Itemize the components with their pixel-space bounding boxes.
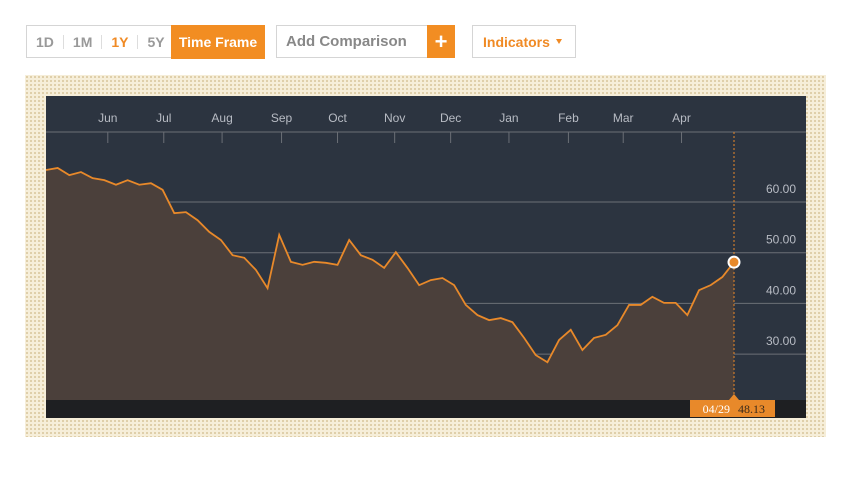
x-tick-label: Jan bbox=[499, 111, 518, 125]
cursor-value: 48.13 bbox=[738, 402, 765, 416]
price-line bbox=[46, 167, 735, 364]
range-button[interactable]: 1M bbox=[64, 34, 103, 49]
x-tick-label: Jun bbox=[98, 111, 117, 125]
x-tick-label: Jul bbox=[156, 111, 171, 125]
x-tick-label: Feb bbox=[558, 111, 579, 125]
area-fill bbox=[46, 168, 734, 400]
indicators-button[interactable]: Indicators bbox=[472, 25, 576, 58]
x-tick-label: Dec bbox=[440, 111, 461, 125]
x-tick-label: Oct bbox=[328, 111, 347, 125]
add-comparison[interactable]: Add Comparison + bbox=[276, 25, 455, 58]
x-tick-label: Sep bbox=[271, 111, 293, 125]
y-tick-label: 30.00 bbox=[766, 334, 796, 348]
time-frame-button[interactable]: Time Frame bbox=[171, 25, 265, 59]
x-tick-label: Mar bbox=[613, 111, 634, 125]
cursor-date: 04/29 bbox=[703, 402, 730, 416]
chart: Jun Jul Aug Sep Oct Nov Dec Jan Feb Mar Apr 30.00 40… bbox=[46, 96, 806, 418]
range-group: 1D 1M 1Y 5Y bbox=[26, 25, 172, 58]
x-tick-label: Aug bbox=[211, 111, 232, 125]
x-tick-label: Nov bbox=[384, 111, 405, 125]
cursor-label-box bbox=[690, 400, 775, 417]
y-tick-label: 50.00 bbox=[766, 233, 796, 247]
add-comparison-label: Add Comparison bbox=[286, 33, 407, 50]
add-button[interactable]: + bbox=[427, 25, 455, 58]
y-tick-label: 60.00 bbox=[766, 182, 796, 196]
range-button[interactable]: 1D bbox=[27, 34, 64, 49]
bottom-strip bbox=[46, 400, 806, 418]
last-point bbox=[727, 255, 741, 269]
dropdown-arrow bbox=[555, 39, 562, 44]
cursor-pointer bbox=[729, 394, 739, 400]
x-tick-label: Apr bbox=[672, 111, 691, 125]
y-tick-label: 40.00 bbox=[766, 283, 796, 297]
range-button[interactable]: 1Y bbox=[102, 34, 139, 49]
indicators-label: Indicators bbox=[483, 33, 550, 50]
range-button[interactable]: 5Y bbox=[147, 33, 165, 50]
